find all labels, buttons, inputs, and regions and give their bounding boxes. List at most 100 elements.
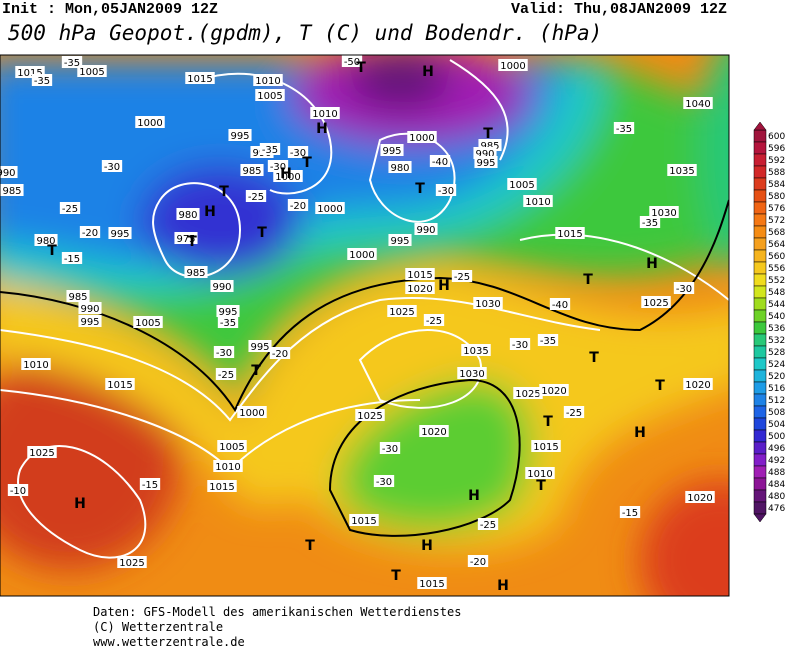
temperature-label-text: -35 bbox=[34, 76, 50, 87]
temperature-label-text: -35 bbox=[616, 124, 632, 135]
pressure-label: 1000 bbox=[237, 406, 267, 419]
temperature-label: -30 bbox=[435, 184, 457, 197]
temperature-label: -25 bbox=[563, 406, 585, 419]
pressure-label-box bbox=[228, 129, 252, 141]
temperature-label-text: -15 bbox=[142, 480, 158, 491]
pressure-label-text: 1010 bbox=[215, 462, 240, 473]
pressure-label: 985 bbox=[66, 290, 90, 303]
colorbar-label: 548 bbox=[768, 288, 785, 298]
colorbar-cell bbox=[753, 321, 767, 335]
pressure-label: 990 bbox=[0, 166, 18, 179]
temperature-label-box bbox=[613, 122, 635, 134]
colorbar-cell bbox=[753, 285, 767, 299]
pressure-label-text: 1020 bbox=[541, 386, 566, 397]
colorbar-label: 576 bbox=[768, 204, 785, 214]
pressure-label-box bbox=[310, 107, 340, 119]
pressure-label-box bbox=[355, 409, 385, 421]
temperature-label-text: -25 bbox=[62, 204, 78, 215]
temperature-label-box bbox=[245, 190, 267, 202]
pressure-center: H bbox=[634, 425, 646, 441]
pressure-label-text: 1005 bbox=[79, 67, 104, 78]
pressure-label: 995 bbox=[108, 227, 132, 240]
colorbar-cell bbox=[753, 273, 767, 287]
pressure-label-box bbox=[207, 480, 237, 492]
pressure-label-text: 1025 bbox=[119, 558, 144, 569]
pressure-label-box bbox=[539, 384, 569, 396]
pressure-label-box bbox=[217, 440, 247, 452]
pressure-label-text: 990 bbox=[80, 304, 99, 315]
pressure-label: 1010 bbox=[523, 195, 553, 208]
pressure-center: T bbox=[257, 225, 267, 241]
isobar bbox=[17, 445, 147, 559]
pressure-label-box bbox=[240, 164, 264, 176]
pressure-label-text: 1005 bbox=[509, 180, 534, 191]
colorbar-cell bbox=[753, 453, 767, 467]
pressure-label: 1005 bbox=[77, 65, 107, 78]
temperature-label-box bbox=[509, 338, 531, 350]
map-title: 500 hPa Geopot.(gpdm), T (C) und Bodendr… bbox=[8, 21, 602, 45]
pressure-center: H bbox=[316, 121, 328, 137]
temperature-label: -15 bbox=[619, 506, 641, 519]
colorbar-label: 588 bbox=[768, 168, 785, 178]
pressure-label: 995 bbox=[474, 156, 498, 169]
pressure-label-text: 1015 bbox=[407, 270, 432, 281]
pressure-label-box bbox=[248, 340, 272, 352]
footer-line: Daten: GFS-Modell des amerikanischen Wet… bbox=[93, 605, 461, 619]
pressure-label-text: 995 bbox=[218, 307, 237, 318]
colorbar-cell bbox=[753, 165, 767, 179]
pressure-label-text: 1025 bbox=[515, 389, 540, 400]
colorbar-label: 476 bbox=[768, 504, 785, 514]
pressure-label: 1015 bbox=[555, 227, 585, 240]
footer-line: www.wetterzentrale.de bbox=[93, 635, 245, 648]
pressure-center: H bbox=[438, 278, 450, 294]
pressure-label-text: 995 bbox=[110, 229, 129, 240]
temperature-label-box bbox=[673, 282, 695, 294]
pressure-label-text: 1030 bbox=[651, 208, 676, 219]
colorbar-cell bbox=[753, 141, 767, 155]
pressure-label-box bbox=[213, 460, 243, 472]
pressure-label: 1010 bbox=[310, 107, 340, 120]
pressure-label-box bbox=[273, 170, 303, 182]
temperature-label: -40 bbox=[549, 298, 571, 311]
pressure-label-box bbox=[174, 232, 198, 244]
colorbar-label: 568 bbox=[768, 228, 785, 238]
colorbar-cell bbox=[753, 249, 767, 263]
temperature-label: -30 bbox=[509, 338, 531, 351]
pressure-label: 990 bbox=[414, 223, 438, 236]
pressure-label-text: 1010 bbox=[23, 360, 48, 371]
pressure-label-text: 1000 bbox=[409, 133, 434, 144]
temperature-label-text: -25 bbox=[426, 316, 442, 327]
pressure-label-text: 1020 bbox=[407, 284, 432, 295]
temperature-label-text: -30 bbox=[104, 162, 120, 173]
temperature-label-text: -40 bbox=[552, 300, 568, 311]
pressure-center: H bbox=[204, 204, 216, 220]
pressure-label: 1025 bbox=[355, 409, 385, 422]
colorbar-cell bbox=[753, 261, 767, 275]
pressure-label: 980 bbox=[34, 234, 58, 247]
pressure-label: 990 bbox=[210, 280, 234, 293]
colorbar-label: 552 bbox=[768, 276, 785, 286]
pressure-label-text: 1000 bbox=[239, 408, 264, 419]
pressure-label: 985 bbox=[240, 164, 264, 177]
pressure-label-box bbox=[388, 234, 412, 246]
pressure-label-text: 995 bbox=[390, 236, 409, 247]
pressure-label-box bbox=[473, 297, 503, 309]
pressure-label-text: 1015 bbox=[419, 579, 444, 590]
temperature-label-text: -20 bbox=[290, 201, 306, 212]
temperature-label-text: -35 bbox=[642, 218, 658, 229]
pressure-label-text: 990 bbox=[416, 225, 435, 236]
pressure-label-box bbox=[117, 556, 147, 568]
pressure-label-box bbox=[387, 305, 417, 317]
pressure-label: 1025 bbox=[513, 387, 543, 400]
temperature-label-box bbox=[451, 270, 473, 282]
pressure-label-text: 1010 bbox=[312, 109, 337, 120]
temperature-label: -35 bbox=[613, 122, 635, 135]
colorbar-label: 580 bbox=[768, 192, 785, 202]
colorbar-cell bbox=[753, 237, 767, 251]
colorbar-cell bbox=[753, 405, 767, 419]
pressure-label-box bbox=[216, 305, 240, 317]
temperature-label-text: -30 bbox=[216, 348, 232, 359]
pressure-label: 1015 bbox=[417, 577, 447, 590]
temperature-label-text: -15 bbox=[64, 254, 80, 265]
pressure-label-box bbox=[388, 161, 412, 173]
